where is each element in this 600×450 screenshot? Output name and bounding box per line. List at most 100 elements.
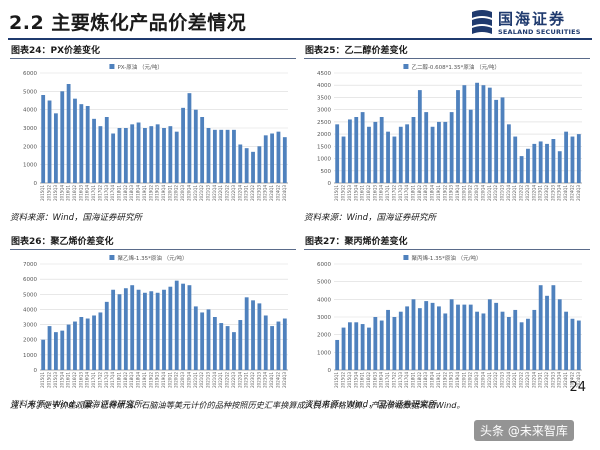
bar xyxy=(47,326,52,370)
bar xyxy=(181,283,185,370)
x-tick-label: 2018Q3 xyxy=(423,372,428,388)
bar xyxy=(341,136,346,183)
bar xyxy=(66,84,71,183)
y-tick-label: 3000 xyxy=(23,126,37,132)
x-tick-label: 2019Q4 xyxy=(455,185,460,201)
bar xyxy=(494,99,499,183)
chart-legend: 乙二醇-0.608*1.35*原油 （元/吨） xyxy=(403,63,500,71)
x-tick-label: 2023Q1 xyxy=(538,185,543,201)
bar xyxy=(398,126,403,183)
x-tick-label: 2018Q1 xyxy=(116,185,121,201)
x-tick-label: 2015Q4 xyxy=(353,372,358,388)
x-tick-label: 2024Q1 xyxy=(563,185,568,201)
chart-source: 资料来源：Wind，国海证券研究所 xyxy=(10,400,143,410)
bar xyxy=(225,326,230,370)
chart-px-spread: PX-原油 （元/吨） 0 1000 2000 3000 4000 5000 6000 2015… xyxy=(23,63,288,201)
bar xyxy=(570,136,575,183)
chart-panel-pp: 图表27：聚丙烯价差变化 聚丙烯-1.35*原油 （元/吨） 0 1000 2000 3… xyxy=(304,236,590,412)
bar xyxy=(551,139,556,183)
bar xyxy=(162,289,166,370)
x-tick-label: 2020Q3 xyxy=(180,372,185,388)
x-tick-label: 2021Q2 xyxy=(493,372,498,388)
bar xyxy=(506,317,511,370)
y-tick-label: 0 xyxy=(328,368,332,374)
chart-header: 图表25：乙二醇价差变化 xyxy=(304,45,590,59)
watermark-badge: 头条 @未来智库 xyxy=(474,420,574,441)
y-tick-label: 0 xyxy=(34,368,38,374)
y-tick-label: 4000 xyxy=(317,83,331,89)
bar xyxy=(270,326,275,370)
x-tick-label: 2015Q2 xyxy=(47,372,52,388)
bar xyxy=(73,321,77,370)
bar xyxy=(576,134,581,183)
x-tick-label: 2017Q4 xyxy=(110,185,115,201)
bar xyxy=(417,90,422,183)
bar xyxy=(417,308,422,370)
bar xyxy=(123,128,128,183)
x-tick-label: 2016Q3 xyxy=(78,372,83,388)
bar xyxy=(335,124,340,183)
x-tick-label: 2021Q1 xyxy=(487,185,492,201)
bar xyxy=(206,128,211,183)
x-tick-label: 2018Q2 xyxy=(123,372,128,388)
x-tick-label: 2016Q2 xyxy=(366,185,371,201)
page-title: 2.2 主要炼化产品价差情况 xyxy=(9,12,247,34)
x-tick-label: 2019Q2 xyxy=(148,372,153,388)
bar xyxy=(487,87,492,183)
bar xyxy=(41,95,46,183)
bar xyxy=(174,280,179,370)
x-tick-label: 2023Q3 xyxy=(550,372,555,388)
bar xyxy=(392,317,397,370)
y-tick-label: 3500 xyxy=(317,95,331,101)
legend-label: PX-原油 （元/吨） xyxy=(117,63,162,71)
x-tick-label: 2021Q3 xyxy=(206,372,211,388)
x-tick-label: 2017Q1 xyxy=(91,372,96,388)
x-tick-label: 2017Q3 xyxy=(398,372,403,388)
x-tick-label: 2015Q3 xyxy=(347,372,352,388)
x-tick-label: 2020Q1 xyxy=(167,185,172,201)
x-tick-label: 2017Q1 xyxy=(385,372,390,388)
company-logo: 国海证券 SEALAND SECURITIES xyxy=(470,6,588,42)
bar xyxy=(73,98,77,183)
x-tick-label: 2019Q1 xyxy=(436,372,441,388)
x-tick-label: 2020Q4 xyxy=(186,372,191,388)
y-tick-label: 5000 xyxy=(23,89,37,95)
x-tick-label: 2015Q4 xyxy=(59,185,64,201)
bar xyxy=(149,126,154,183)
x-tick-label: 2017Q3 xyxy=(104,185,109,201)
x-tick-label: 2024Q3 xyxy=(576,185,581,201)
bar xyxy=(168,126,173,183)
x-tick-label: 2015Q3 xyxy=(347,185,352,201)
x-tick-label: 2020Q1 xyxy=(461,185,466,201)
bar xyxy=(276,131,281,183)
bar xyxy=(200,117,205,183)
x-tick-label: 2024Q2 xyxy=(275,185,280,201)
bar xyxy=(257,146,262,183)
bar xyxy=(557,299,562,370)
x-tick-label: 2024Q1 xyxy=(269,185,274,201)
x-tick-label: 2021Q4 xyxy=(506,372,511,388)
chart-legend: PX-原油 （元/吨） xyxy=(109,63,163,71)
bar xyxy=(443,121,448,183)
bar xyxy=(449,299,454,370)
bar xyxy=(187,93,192,183)
x-tick-label: 2016Q2 xyxy=(72,185,77,201)
x-tick-label: 2022Q3 xyxy=(231,372,236,388)
bar xyxy=(379,117,384,183)
x-tick-label: 2020Q3 xyxy=(474,372,479,388)
bar xyxy=(206,309,211,370)
bar xyxy=(481,313,486,370)
bar xyxy=(360,112,365,183)
x-tick-label: 2019Q1 xyxy=(142,185,147,201)
x-tick-label: 2016Q4 xyxy=(379,185,384,201)
x-tick-label: 2021Q2 xyxy=(493,185,498,201)
x-tick-label: 2015Q2 xyxy=(47,185,52,201)
bar xyxy=(282,318,287,370)
bar xyxy=(475,82,479,183)
chart-panel-meg: 图表25：乙二醇价差变化 乙二醇-0.608*1.35*原油 （元/吨） 0 500… xyxy=(304,45,590,225)
bar xyxy=(212,129,217,183)
y-tick-label: 2500 xyxy=(317,120,331,126)
bar xyxy=(155,124,160,183)
bar xyxy=(263,135,268,183)
x-tick-label: 2023Q3 xyxy=(550,185,555,201)
